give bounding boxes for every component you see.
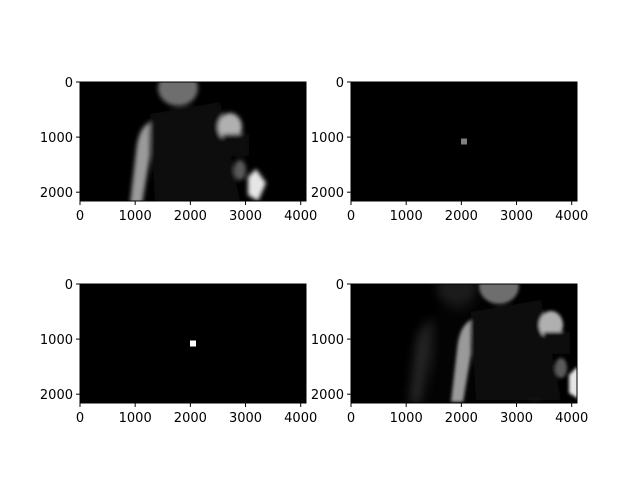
subplot-1: 0 1000 2000 3000 4000 0 1000 2000 <box>40 76 317 224</box>
y-tick-label: 0 <box>336 76 344 91</box>
x-tick-label: 3000 <box>229 209 262 224</box>
axes-frame <box>79 283 307 404</box>
axes-frame <box>79 81 307 202</box>
x-tick-label: 4000 <box>555 209 588 224</box>
x-tick-label: 3000 <box>229 411 262 426</box>
x-tick-label: 1000 <box>119 411 152 426</box>
x-tick-label: 1000 <box>390 411 423 426</box>
y-tick-label: 0 <box>336 278 344 293</box>
y-tick-label: 1000 <box>40 131 73 146</box>
axes-frame <box>350 81 578 202</box>
y-tick-label: 2000 <box>311 186 344 201</box>
y-tick-label: 2000 <box>311 388 344 403</box>
x-tick-label: 2000 <box>174 209 207 224</box>
x-tick-label: 2000 <box>445 411 478 426</box>
figure-silhouette <box>451 284 577 402</box>
x-tick-label: 1000 <box>390 209 423 224</box>
y-tick-label: 1000 <box>40 333 73 348</box>
x-tick-label: 1000 <box>119 209 152 224</box>
x-tick-label: 3000 <box>500 209 533 224</box>
y-tick-label: 0 <box>65 76 73 91</box>
x-tick-label: 0 <box>76 209 84 224</box>
x-tick-label: 4000 <box>284 411 317 426</box>
x-tick-label: 0 <box>347 209 355 224</box>
y-tick-label: 2000 <box>40 388 73 403</box>
y-tick-label: 0 <box>65 278 73 293</box>
x-tick-label: 2000 <box>174 411 207 426</box>
x-tick-label: 2000 <box>445 209 478 224</box>
dot-mark <box>461 138 467 145</box>
y-tick-label: 1000 <box>311 131 344 146</box>
x-tick-label: 4000 <box>555 411 588 426</box>
subplot-4: 0 1000 2000 3000 4000 0 1000 2000 <box>311 278 588 426</box>
y-tick-label: 1000 <box>311 333 344 348</box>
x-tick-label: 0 <box>76 411 84 426</box>
y-tick-label: 2000 <box>40 186 73 201</box>
figure-silhouette <box>130 82 266 201</box>
dot-mark <box>190 340 196 347</box>
x-tick-label: 4000 <box>284 209 317 224</box>
x-tick-label: 0 <box>347 411 355 426</box>
subplot-3: 0 1000 2000 3000 4000 0 1000 2000 <box>40 278 317 426</box>
subplot-2: 0 1000 2000 3000 4000 0 1000 2000 <box>311 76 588 224</box>
x-tick-label: 3000 <box>500 411 533 426</box>
axes-frame <box>350 283 578 404</box>
